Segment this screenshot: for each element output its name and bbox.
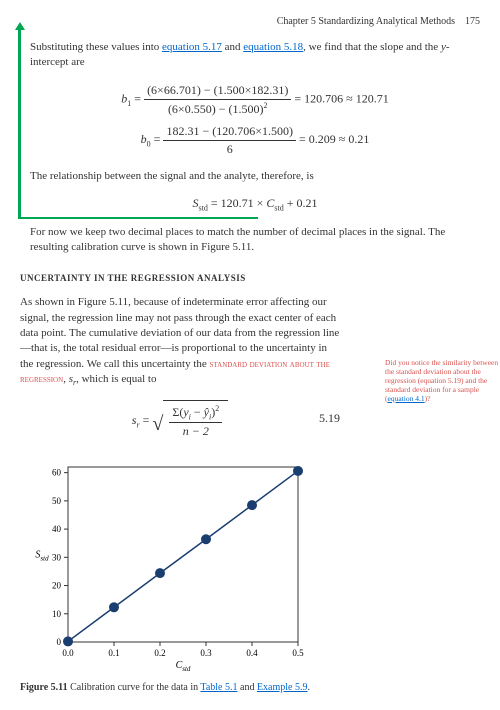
link-table51[interactable]: Table 5.1 <box>200 682 237 693</box>
svg-text:0: 0 <box>57 637 62 647</box>
equation-sstd: Sstd = 120.71 × Cstd + 0.21 <box>30 195 480 214</box>
paragraph-2: The relationship between the signal and … <box>30 169 480 184</box>
svg-text:20: 20 <box>52 581 62 591</box>
equation-b0: b0 = 182.31 − (120.706×1.500)6 = 0.209 ≈… <box>30 123 480 158</box>
svg-text:50: 50 <box>52 496 62 506</box>
section-uncertainty: UNCERTAINTY IN THE REGRESSION ANALYSIS <box>20 272 480 285</box>
svg-text:Cstd: Cstd <box>176 660 191 672</box>
link-eq41[interactable]: equation 4.1 <box>388 394 425 403</box>
paragraph-4: As shown in Figure 5.11, because of inde… <box>20 295 340 388</box>
chapter-title: Chapter 5 Standardizing Analytical Metho… <box>277 16 455 27</box>
svg-text:60: 60 <box>52 468 62 478</box>
figure-caption: Figure 5.11 Calibration curve for the da… <box>20 681 480 695</box>
page-number: 175 <box>465 16 480 27</box>
equation-number: 5.19 <box>319 410 340 427</box>
figure-5-11-chart: 0.0 0.1 0.2 0.3 0.4 0.5 0 10 20 30 40 50 60 Cstd Sstd <box>30 457 480 677</box>
svg-text:0.0: 0.0 <box>62 648 74 658</box>
svg-text:30: 30 <box>52 552 62 562</box>
svg-text:0.3: 0.3 <box>200 648 212 658</box>
svg-text:Sstd: Sstd <box>35 550 49 563</box>
paragraph-3: For now we keep two decimal places to ma… <box>30 225 480 256</box>
link-eq517[interactable]: equation 5.17 <box>162 41 222 53</box>
svg-text:40: 40 <box>52 524 62 534</box>
svg-text:0.5: 0.5 <box>292 648 304 658</box>
page-header: Chapter 5 Standardizing Analytical Metho… <box>20 15 480 29</box>
svg-text:0.4: 0.4 <box>246 648 258 658</box>
equation-b1: b1 = (6×66.701) − (1.500×182.31)(6×0.550… <box>30 82 480 118</box>
link-example59[interactable]: Example 5.9 <box>257 682 308 693</box>
margin-note: Did you notice the similarity between th… <box>385 358 500 403</box>
equation-5-19: sr = √Σ(yi − ŷi)2n − 2 5.19 <box>20 400 340 442</box>
link-eq518[interactable]: equation 5.18 <box>243 41 303 53</box>
svg-text:10: 10 <box>52 609 62 619</box>
svg-text:0.1: 0.1 <box>108 648 119 658</box>
paragraph-1: Substituting these values into equation … <box>30 40 480 71</box>
svg-text:0.2: 0.2 <box>154 648 165 658</box>
